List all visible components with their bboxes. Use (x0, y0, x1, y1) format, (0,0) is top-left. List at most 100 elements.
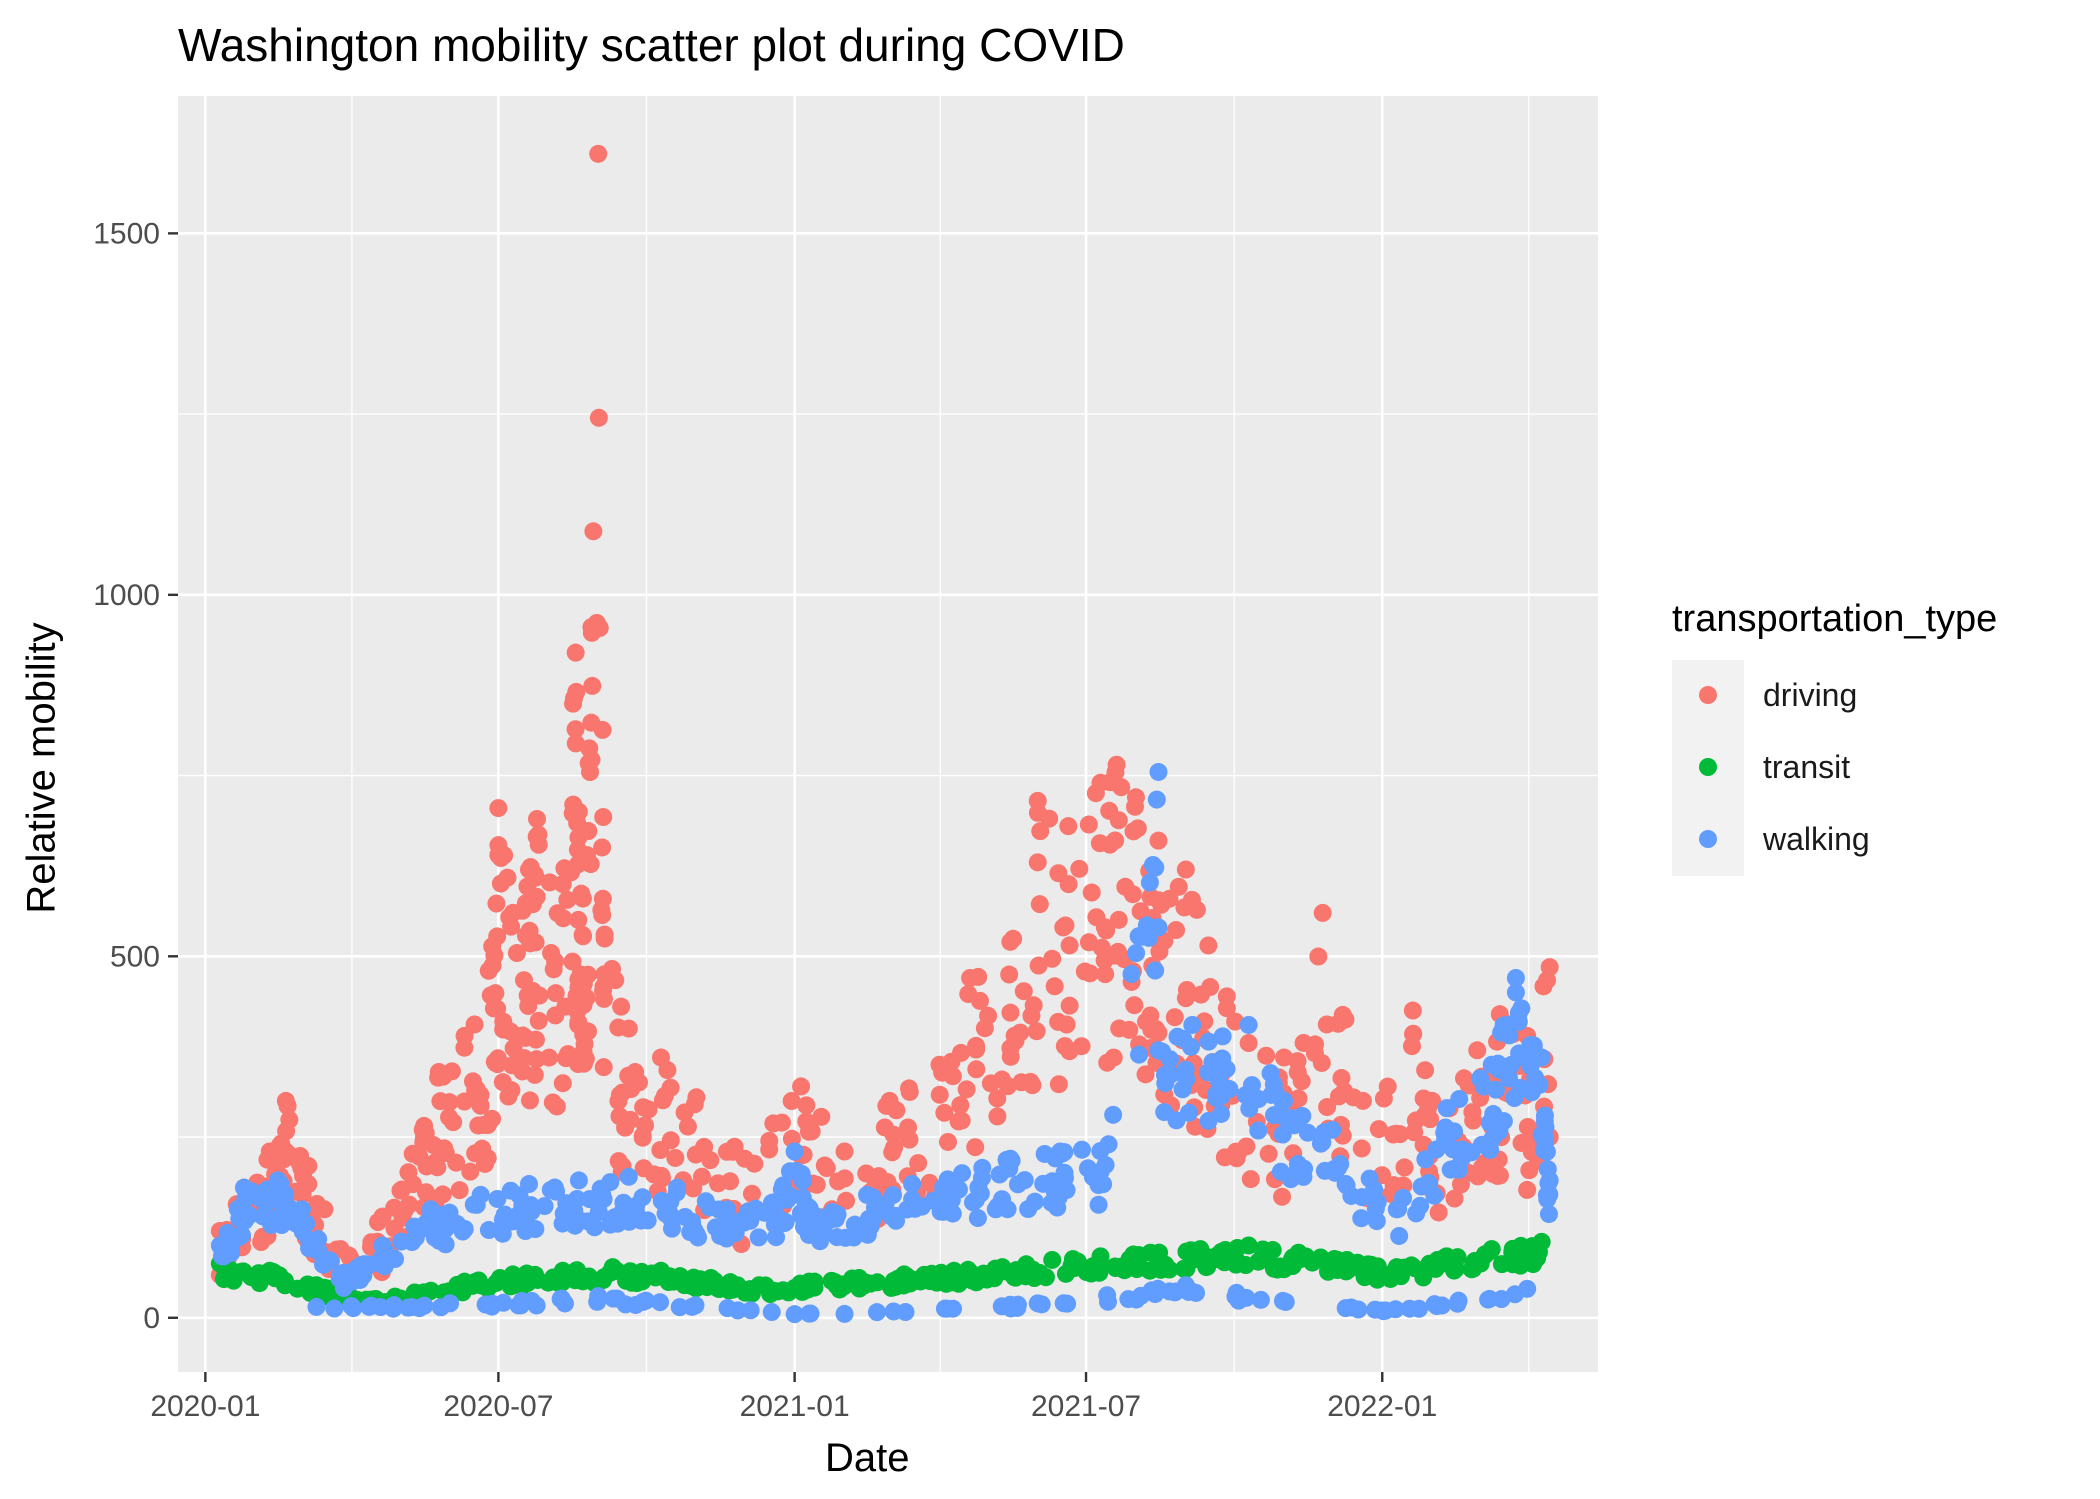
driving-point (1131, 902, 1150, 921)
driving-point (590, 618, 609, 637)
driving-point (1056, 916, 1075, 935)
transit-point (1065, 1253, 1084, 1272)
walking-point (1199, 1111, 1218, 1130)
walking-point (928, 1190, 947, 1209)
driving-point (884, 1125, 903, 1144)
driving-point (1318, 1098, 1337, 1117)
driving-point (900, 1130, 919, 1149)
walking-point (776, 1213, 795, 1232)
driving-point (1353, 1091, 1372, 1110)
driving-point (488, 927, 507, 946)
driving-point (1468, 1041, 1487, 1060)
driving-point (466, 1081, 485, 1100)
walking-point (1325, 1160, 1344, 1179)
driving-point (935, 1103, 954, 1122)
driving-point (1000, 965, 1019, 984)
transit-point (651, 1261, 670, 1280)
walking-point (344, 1299, 363, 1318)
transit-point (472, 1276, 491, 1295)
walking-point (589, 1287, 608, 1306)
driving-point (621, 1110, 640, 1129)
walking-point (554, 1204, 573, 1223)
driving-point (817, 1159, 836, 1178)
walking-point (1484, 1105, 1503, 1124)
walking-point (568, 1189, 587, 1208)
driving-point (1150, 942, 1169, 961)
walking-point (795, 1218, 814, 1237)
legend-swatch-driving (1699, 686, 1717, 704)
driving-point (579, 1022, 598, 1041)
walking-point (230, 1227, 249, 1246)
transit-point (1126, 1259, 1145, 1278)
walking-point (501, 1181, 520, 1200)
walking-point (1453, 1140, 1472, 1159)
walking-point (255, 1204, 274, 1223)
driving-point (593, 889, 612, 908)
driving-point (1215, 1148, 1234, 1167)
walking-point (749, 1228, 768, 1247)
driving-point (595, 925, 614, 944)
driving-point (1463, 1103, 1482, 1122)
driving-point (619, 1019, 638, 1038)
driving-point (797, 1096, 816, 1115)
driving-point (1128, 819, 1147, 838)
driving-point (1022, 1006, 1041, 1025)
walking-point (791, 1204, 810, 1223)
transit-point (850, 1269, 869, 1288)
driving-point (633, 1126, 652, 1145)
walking-point (726, 1223, 745, 1242)
driving-point (542, 944, 561, 963)
driving-point (1540, 958, 1559, 977)
transit-point (633, 1272, 652, 1291)
walking-point (580, 1190, 599, 1209)
driving-point (1060, 936, 1079, 955)
driving-point (469, 1116, 488, 1135)
driving-point (938, 1132, 957, 1151)
walking-point (1168, 1027, 1187, 1046)
driving-point (593, 906, 612, 925)
driving-point (835, 1142, 854, 1161)
walking-point (1445, 1122, 1464, 1141)
driving-point (1060, 1042, 1079, 1061)
walking-point (966, 1190, 985, 1209)
walking-point (1521, 1036, 1540, 1055)
walking-point (1212, 1086, 1231, 1105)
x-tick-label: 2020-01 (150, 1390, 260, 1423)
driving-point (1423, 1091, 1442, 1110)
transit-point (1149, 1258, 1168, 1277)
walking-point (1506, 983, 1525, 1002)
driving-point (1043, 949, 1062, 968)
driving-point (1404, 1025, 1423, 1044)
transit-point (487, 1273, 506, 1292)
series-walking (210, 762, 1559, 1324)
driving-point (594, 1058, 613, 1077)
transit-point (723, 1280, 742, 1299)
walking-point (762, 1303, 781, 1322)
driving-point (579, 822, 598, 841)
walking-point (235, 1178, 254, 1197)
transit-point (553, 1261, 572, 1280)
driving-point (450, 1181, 469, 1200)
walking-point (1130, 1045, 1149, 1064)
driving-point (639, 1100, 658, 1119)
axes: 2020-01 2020-07 2021-01 2021-07 2022-01 0 500 1… (93, 217, 1437, 1423)
driving-point (525, 1065, 544, 1084)
driving-point (554, 909, 573, 928)
driving-point (1445, 1189, 1464, 1208)
walking-point (1148, 1279, 1167, 1298)
driving-point (1395, 1158, 1414, 1177)
transit-point (1482, 1240, 1501, 1259)
driving-point (609, 1092, 628, 1111)
walking-point (626, 1295, 645, 1314)
transit-point (1253, 1240, 1272, 1259)
driving-point (1096, 965, 1115, 984)
driving-point (417, 1157, 436, 1176)
walking-point (1176, 1276, 1195, 1295)
chart-title: Washington mobility scatter plot during … (178, 19, 1125, 71)
walking-point (1149, 762, 1168, 781)
transit-point (959, 1260, 978, 1279)
walking-point (1149, 918, 1168, 937)
walking-point (360, 1297, 379, 1316)
walking-point (1535, 1106, 1554, 1125)
walking-point (1449, 1291, 1468, 1310)
